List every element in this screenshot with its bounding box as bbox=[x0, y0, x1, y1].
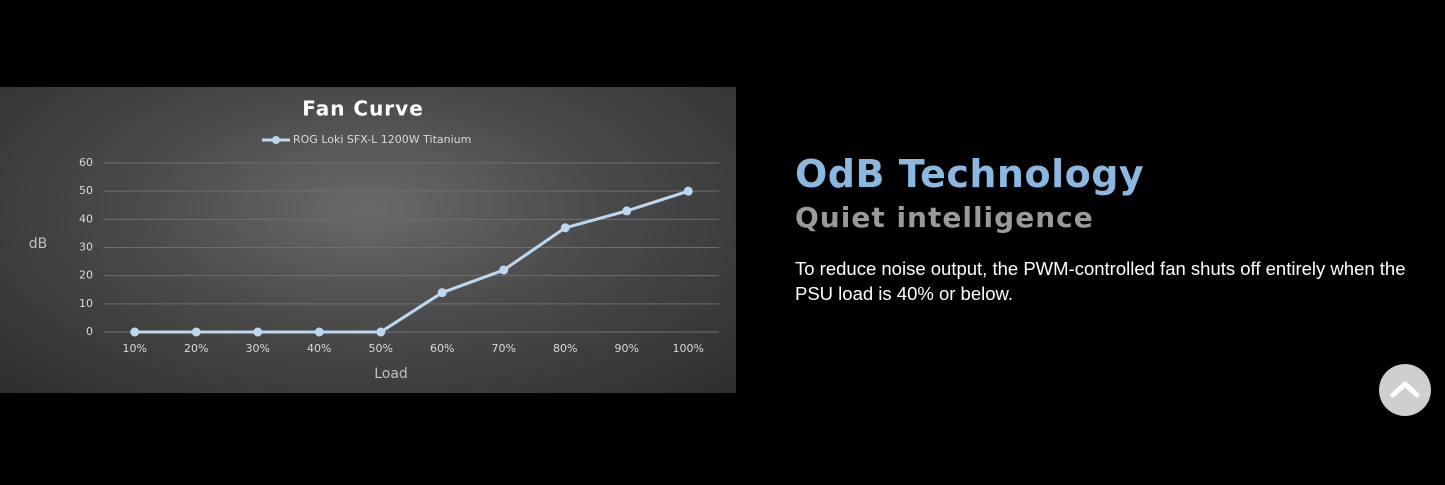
x-tick-label: 30% bbox=[246, 342, 270, 355]
data-point bbox=[683, 186, 693, 196]
data-line bbox=[134, 189, 689, 334]
data-point bbox=[499, 265, 509, 275]
body-text: To reduce noise output, the PWM-controll… bbox=[795, 258, 1406, 304]
x-tick-label: 20% bbox=[184, 342, 208, 355]
x-axis-title: Load bbox=[374, 366, 408, 382]
chevron-up-icon bbox=[1390, 381, 1420, 398]
y-tick-label: 40 bbox=[79, 212, 93, 225]
x-tick-label: 100% bbox=[673, 342, 704, 355]
data-point bbox=[314, 327, 324, 337]
x-tick-label: 40% bbox=[307, 342, 331, 355]
subheading: Quiet intelligence bbox=[795, 201, 1094, 234]
y-tick-label: 50 bbox=[79, 184, 93, 197]
chart: Fan Curve dB Load 0 10 20 30 40 50 60 10% 20% 30%… bbox=[29, 97, 719, 382]
x-tick-label: 70% bbox=[492, 342, 516, 355]
legend-marker bbox=[272, 136, 280, 144]
y-tick-label: 60 bbox=[79, 156, 93, 169]
data-point bbox=[253, 327, 263, 337]
chart-panel: Fan Curve dB Load 0 10 20 30 40 50 60 10% 20% 30%… bbox=[0, 87, 736, 393]
data-point bbox=[622, 206, 632, 216]
data-point bbox=[191, 327, 201, 337]
x-tick-label: 80% bbox=[553, 342, 577, 355]
data-point bbox=[130, 327, 140, 337]
y-tick-label: 20 bbox=[79, 269, 93, 282]
data-point bbox=[437, 288, 447, 298]
y-axis-title: dB bbox=[29, 236, 48, 252]
x-tick-label: 50% bbox=[369, 342, 393, 355]
y-tick-label: 10 bbox=[79, 297, 93, 310]
x-tick-label: 10% bbox=[123, 342, 147, 355]
chart-title: Fan Curve bbox=[302, 97, 424, 121]
legend-label: ROG Loki SFX-L 1200W Titanium bbox=[293, 133, 471, 146]
data-point bbox=[560, 223, 570, 233]
data-point bbox=[376, 327, 386, 337]
y-tick-label: 0 bbox=[86, 325, 93, 338]
x-tick-label: 90% bbox=[615, 342, 639, 355]
scroll-top-button[interactable] bbox=[1379, 364, 1431, 416]
y-tick-label: 30 bbox=[79, 241, 93, 254]
x-tick-label: 60% bbox=[430, 342, 454, 355]
heading: OdB Technology bbox=[795, 152, 1145, 196]
